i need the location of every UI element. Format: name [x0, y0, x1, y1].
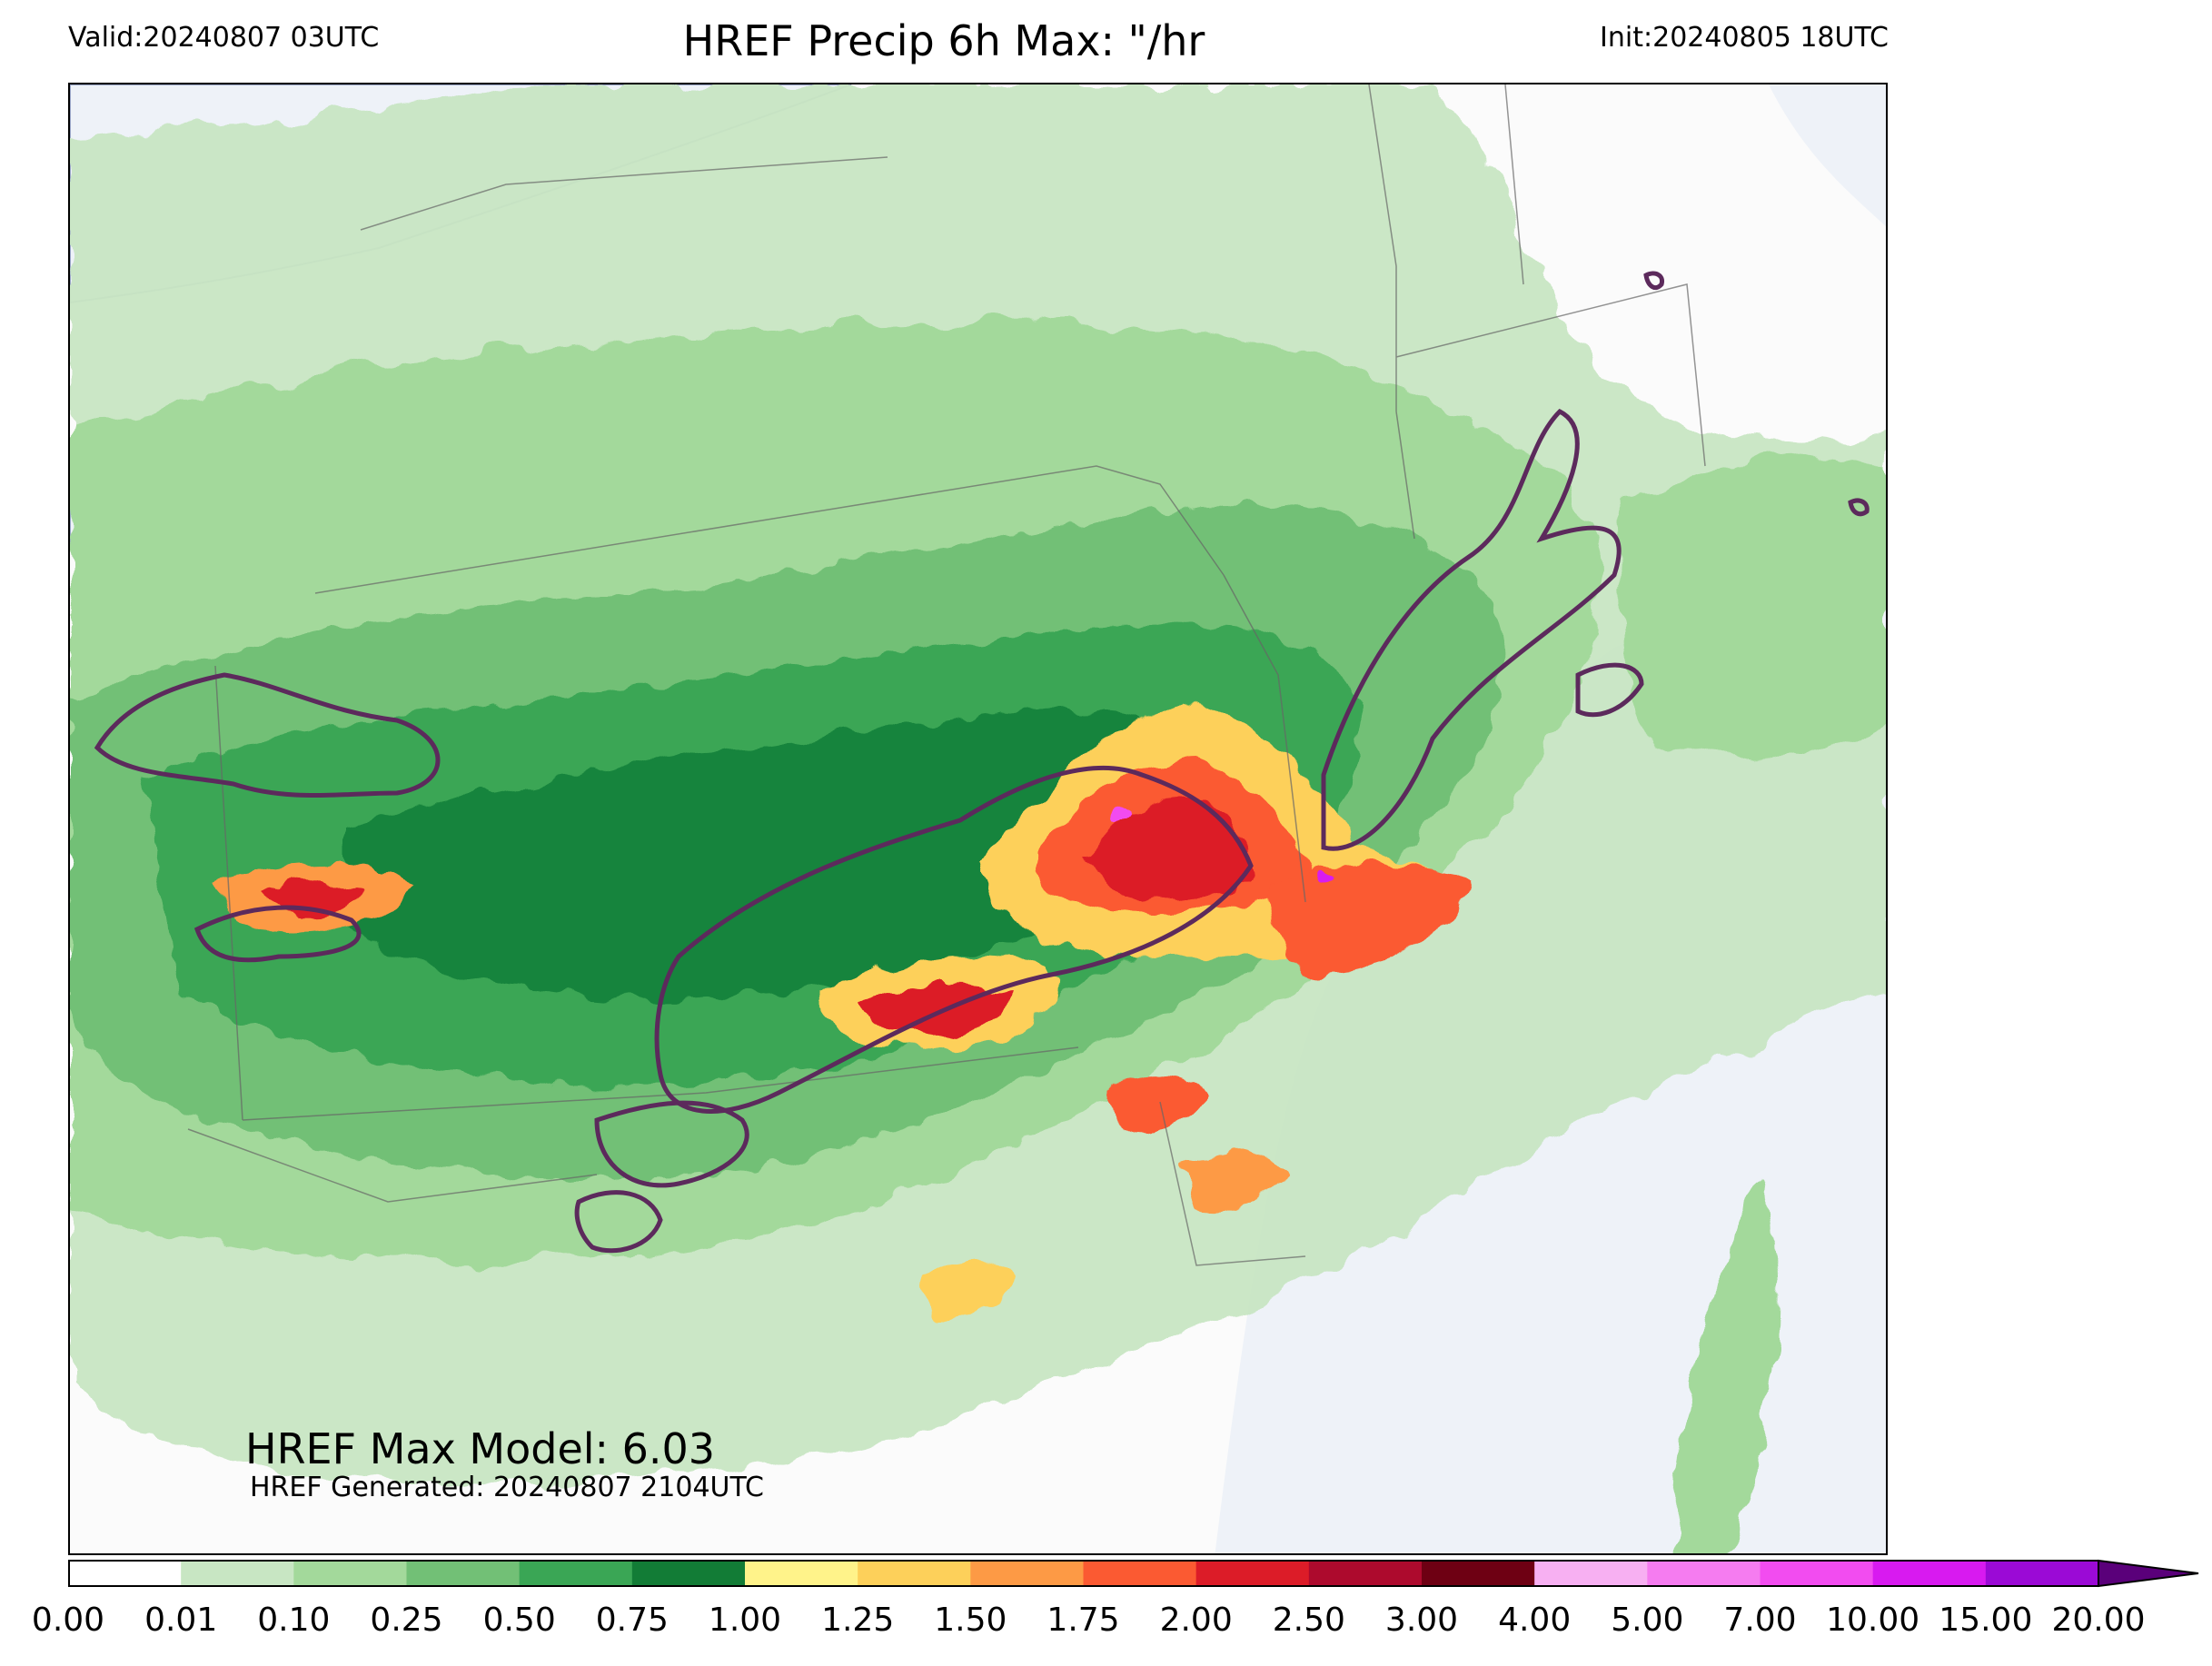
- contour-island: [1643, 271, 1665, 291]
- precip-area-east: [1614, 459, 1886, 761]
- colorbar-tick-label: 4.00: [1498, 1602, 1572, 1639]
- colorbar-segment: [1308, 1561, 1423, 1586]
- colorbar-tick-label: 1.25: [821, 1602, 895, 1639]
- precip-moderate: [70, 504, 1503, 1180]
- colorbar-segment: [293, 1561, 407, 1586]
- colorbar-tick-label: 0.75: [595, 1602, 669, 1639]
- colorbar-tick-label: 2.50: [1272, 1602, 1345, 1639]
- colorbar-tick-label: 0.00: [31, 1602, 105, 1639]
- colorbar: [68, 1559, 2199, 1588]
- generated-time-label: HREF Generated: 20240807 2104UTC: [250, 1472, 765, 1503]
- colorbar-segment: [1872, 1561, 1987, 1586]
- precip-cell-se: [1187, 1153, 1287, 1214]
- border-canada: [360, 156, 888, 231]
- border-de: [1159, 1101, 1306, 1266]
- contour-far-east: [1848, 498, 1870, 517]
- colorbar-segment: [858, 1561, 971, 1586]
- contour-ct-coast: [1575, 662, 1644, 718]
- colorbar-segment: [181, 1561, 294, 1586]
- colorbar-segment: [1760, 1561, 1874, 1586]
- precip-cell-sw: [924, 1261, 1015, 1320]
- precip-extreme-point: [1116, 808, 1132, 824]
- colorbar-tick-label: 0.25: [370, 1602, 443, 1639]
- colorbar-extend-arrow: [2098, 1559, 2199, 1588]
- border-nj: [1223, 574, 1306, 903]
- precip-east-cell: [1269, 863, 1469, 975]
- border-ny-ct: [1395, 411, 1415, 540]
- border-ny-vt: [1368, 84, 1397, 412]
- colorbar-tick-label: 1.50: [934, 1602, 1007, 1639]
- colorbar-segment: [1422, 1561, 1535, 1586]
- colorbar-tick-label: 20.00: [2051, 1602, 2146, 1639]
- map-canvas: [70, 84, 1886, 1553]
- map-title: HREF Precip 6h Max: "/hr: [682, 16, 1205, 65]
- colorbar-segment: [406, 1561, 521, 1586]
- contour-southwest: [193, 905, 362, 963]
- state-boundaries: [187, 84, 1706, 1266]
- colorbar-segment: [1195, 1561, 1310, 1586]
- colorbar-tick-label: 3.00: [1384, 1602, 1459, 1639]
- max-model-label: HREF Max Model: 6.03: [245, 1424, 716, 1473]
- contour-central: [654, 765, 1254, 1114]
- colorbar-tick-label: 1.00: [708, 1602, 782, 1639]
- valid-time-label: Valid:20240807 03UTC: [68, 22, 380, 54]
- colorbar-tick-label: 5.00: [1611, 1602, 1684, 1639]
- border-pa-oh: [214, 665, 243, 1121]
- border-ny-pa: [314, 465, 1225, 594]
- colorbar-tick-label: 0.10: [257, 1602, 331, 1639]
- colorbar-tick-label: 0.50: [482, 1602, 556, 1639]
- precip-core-green: [342, 709, 1235, 998]
- contour-west: [94, 672, 441, 798]
- precip-map: [68, 83, 1888, 1555]
- colorbar-segment: [519, 1561, 633, 1586]
- colorbar-segment: [970, 1561, 1084, 1586]
- contour-northeast: [1321, 408, 1622, 851]
- precip-extreme-point-2: [1318, 874, 1329, 885]
- colorbar-segment: [631, 1561, 746, 1586]
- precip-area-offshore: [1669, 1175, 1780, 1553]
- colorbar-segment: [1534, 1561, 1648, 1586]
- contour-delmarva: [574, 1190, 663, 1254]
- colorbar-segment: [745, 1561, 858, 1586]
- border-ma: [1395, 283, 1706, 467]
- precip-west-core: [261, 882, 370, 913]
- colorbar-tick-label: 0.01: [144, 1602, 218, 1639]
- colorbar-segment: [68, 1561, 182, 1586]
- border-nh-vt: [1504, 84, 1524, 285]
- init-time-label: Init:20240805 18UTC: [1600, 22, 1889, 54]
- colorbar-tick-label: 7.00: [1723, 1602, 1797, 1639]
- colorbar-segment: [1647, 1561, 1761, 1586]
- colorbar-segment: [1985, 1561, 2099, 1586]
- colorbar-tick-label: 15.00: [1939, 1602, 2033, 1639]
- colorbar-outline: [68, 1560, 2099, 1587]
- contour-south: [594, 1100, 749, 1188]
- border-wv: [187, 1128, 598, 1203]
- colorbar-tick-label: 1.75: [1046, 1602, 1120, 1639]
- colorbar-tick-label: 2.00: [1159, 1602, 1233, 1639]
- border-pa-md: [242, 1046, 1079, 1121]
- colorbar-tick-label: 10.00: [1826, 1602, 1920, 1639]
- precip-heavy-core: [1087, 799, 1254, 899]
- gulf-of-maine: [1769, 84, 1886, 227]
- colorbar-segment: [1083, 1561, 1197, 1586]
- contour-lines: [94, 271, 1870, 1254]
